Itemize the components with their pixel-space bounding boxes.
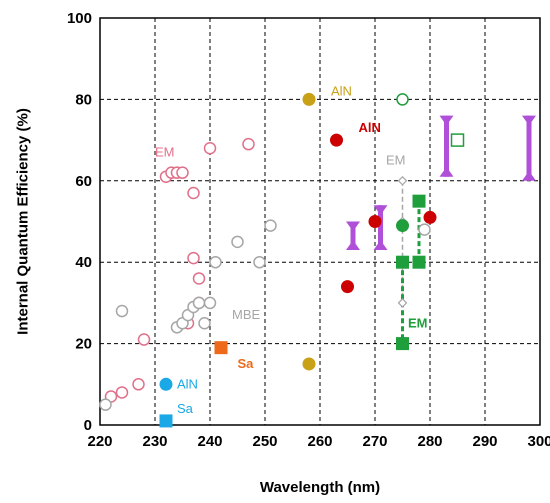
y-axis-title: Internal Quantum Efficiency (%) bbox=[14, 108, 31, 335]
range-bar-cap-top bbox=[439, 115, 454, 123]
data-point bbox=[187, 186, 200, 200]
x-tick-label: 230 bbox=[142, 433, 167, 450]
x-axis-title: Wavelength (nm) bbox=[260, 479, 380, 496]
annotation-label: MBE bbox=[232, 307, 261, 322]
range-bars bbox=[346, 115, 536, 250]
data-point bbox=[198, 317, 211, 330]
data-points bbox=[99, 92, 465, 428]
data-point bbox=[264, 219, 277, 232]
data-point bbox=[159, 414, 173, 428]
data-point bbox=[302, 357, 316, 371]
range-bar bbox=[346, 221, 360, 250]
data-point bbox=[203, 141, 217, 155]
x-tick-labels: 220 230 240 250 260 270 280 290 300 bbox=[87, 433, 550, 450]
y-tick-label: 40 bbox=[75, 254, 92, 271]
data-point bbox=[209, 255, 222, 269]
annotation-label: EM bbox=[386, 153, 406, 168]
data-point bbox=[176, 166, 189, 179]
y-tick-label: 0 bbox=[84, 417, 92, 434]
data-point bbox=[412, 194, 426, 208]
range-bar-cap-bottom bbox=[346, 242, 360, 250]
annotation-label: AlN bbox=[331, 83, 352, 98]
annotation-label: Sa bbox=[177, 401, 194, 416]
data-point bbox=[99, 398, 112, 411]
range-bar-cap-bottom bbox=[522, 173, 536, 181]
data-point bbox=[341, 280, 354, 294]
range-bar bbox=[373, 205, 388, 250]
data-point bbox=[396, 93, 409, 106]
x-tick-label: 280 bbox=[417, 433, 442, 450]
data-point bbox=[368, 215, 382, 228]
range-bar bbox=[439, 115, 454, 177]
data-point bbox=[418, 223, 431, 236]
range-bar-cap-top bbox=[373, 205, 388, 213]
annotation-label: AlN bbox=[177, 376, 198, 391]
data-point bbox=[412, 255, 426, 269]
y-tick-label: 100 bbox=[67, 10, 92, 27]
range-bar-stem bbox=[350, 221, 356, 250]
data-point bbox=[137, 333, 151, 346]
data-point bbox=[397, 298, 408, 308]
y-tick-label: 60 bbox=[75, 173, 92, 190]
range-bar bbox=[522, 115, 536, 181]
range-bar-cap-bottom bbox=[439, 169, 454, 177]
y-tick-label: 20 bbox=[75, 336, 92, 353]
data-point bbox=[115, 304, 129, 318]
annotation-label: Sa bbox=[238, 356, 255, 371]
data-point bbox=[396, 219, 409, 233]
data-point bbox=[203, 296, 217, 310]
grid-lines bbox=[100, 18, 540, 425]
y-tick-labels: 0 20 40 60 80 100 bbox=[67, 10, 92, 434]
annotation-label: EM bbox=[155, 144, 175, 159]
annotation-label: EM bbox=[408, 315, 428, 330]
data-point bbox=[330, 133, 343, 147]
data-point bbox=[231, 235, 244, 249]
data-point bbox=[132, 378, 145, 391]
plot-frame bbox=[99, 17, 541, 426]
data-point bbox=[423, 210, 437, 224]
range-bar-stem bbox=[378, 205, 383, 250]
x-tick-label: 300 bbox=[527, 433, 550, 450]
data-point bbox=[397, 175, 408, 186]
range-bar-stem bbox=[444, 115, 449, 177]
x-tick-label: 240 bbox=[197, 433, 222, 450]
x-tick-label: 220 bbox=[87, 433, 112, 450]
data-point bbox=[214, 341, 228, 355]
data-point bbox=[192, 296, 206, 310]
annotations: AlN AlN EM EM MBE EM Sa AlN Sa bbox=[155, 83, 428, 415]
data-point bbox=[187, 251, 200, 265]
x-tick-label: 250 bbox=[252, 433, 277, 450]
data-point bbox=[396, 337, 409, 351]
data-point bbox=[192, 272, 206, 285]
x-tick-label: 260 bbox=[307, 433, 332, 450]
x-tick-label: 290 bbox=[472, 433, 497, 450]
data-point bbox=[115, 386, 129, 399]
data-point bbox=[242, 137, 255, 151]
range-bar-stem bbox=[526, 115, 532, 181]
x-tick-label: 270 bbox=[362, 433, 387, 450]
data-point bbox=[159, 377, 173, 391]
data-point bbox=[396, 255, 409, 269]
y-tick-label: 80 bbox=[75, 91, 92, 108]
range-bar-cap-top bbox=[346, 221, 360, 229]
data-point bbox=[253, 255, 266, 269]
annotation-label: AlN bbox=[359, 120, 381, 135]
range-bar-cap-bottom bbox=[373, 242, 388, 250]
range-bar-cap-top bbox=[522, 115, 536, 123]
data-point bbox=[450, 133, 465, 147]
data-point bbox=[302, 92, 316, 106]
